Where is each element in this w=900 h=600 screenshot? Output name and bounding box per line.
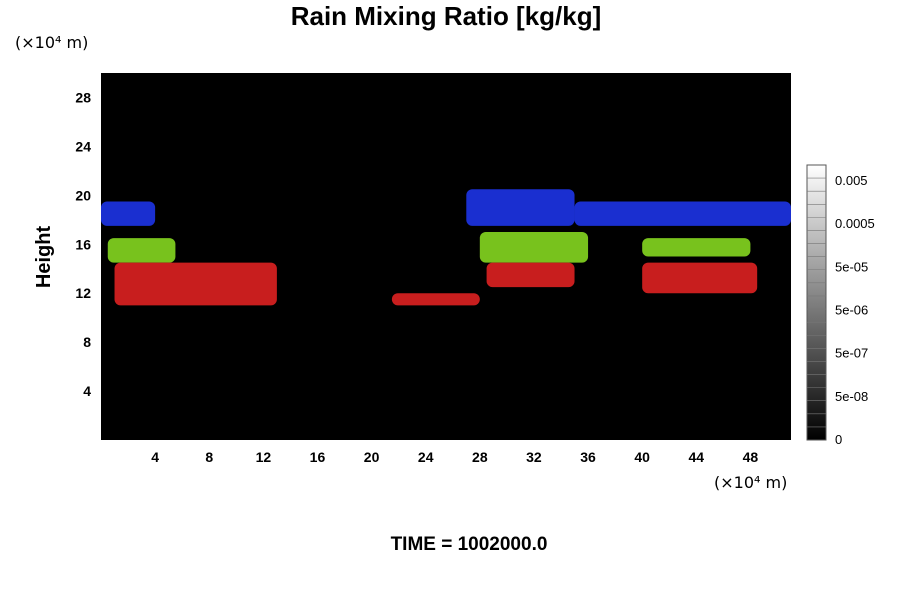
colorbar-tick-label: 5e-08: [835, 389, 868, 404]
y-unit-label: (×10⁴ m): [15, 33, 88, 52]
data-region-9: [391, 293, 480, 306]
x-unit-label: (×10⁴ m): [714, 473, 787, 492]
y-tick-label: 8: [83, 334, 91, 350]
x-tick-label: 16: [310, 449, 326, 465]
data-region-7: [486, 262, 575, 288]
data-region-0: [101, 201, 156, 226]
x-tick-label: 36: [580, 449, 596, 465]
colorbar-tick-label: 5e-07: [835, 346, 868, 361]
y-tick-label: 16: [75, 236, 91, 252]
y-tick-label: 12: [75, 285, 91, 301]
x-tick-label: 28: [472, 449, 488, 465]
x-tick-label: 44: [689, 449, 705, 465]
data-region-3: [107, 238, 176, 263]
time-label: TIME = 1002000.0: [391, 534, 548, 555]
x-tick-label: 24: [418, 449, 434, 465]
chart-title: Rain Mixing Ratio [kg/kg]: [291, 1, 602, 31]
data-region-8: [642, 262, 758, 294]
x-tick-label: 48: [743, 449, 759, 465]
y-tick-label: 20: [75, 187, 91, 203]
x-tick-label: 32: [526, 449, 542, 465]
data-regions: [101, 189, 791, 306]
colorbar-tick-label: 0.005: [835, 173, 868, 188]
x-axis-ticks: 4 8 12 16 20 24 28 32 36 40 44 48: [151, 449, 758, 465]
data-region-1: [466, 189, 575, 226]
data-region-5: [642, 238, 751, 257]
data-region-2: [574, 201, 791, 226]
x-tick-label: 4: [151, 449, 159, 465]
x-tick-label: 8: [205, 449, 213, 465]
y-tick-label: 28: [75, 89, 91, 105]
y-axis-label: Height: [33, 226, 55, 289]
x-tick-label: 20: [364, 449, 380, 465]
colorbar-tick-label: 0.0005: [835, 216, 875, 231]
colorbar: 0.005 0.0005 5e-05 5e-06 5e-07 5e-08 0: [806, 164, 875, 447]
colorbar-gradient: [806, 164, 827, 441]
colorbar-tick-label: 0: [835, 432, 842, 447]
x-tick-label: 40: [634, 449, 650, 465]
colorbar-tick-label: 5e-06: [835, 303, 868, 318]
data-region-6: [114, 262, 277, 306]
y-tick-label: 24: [75, 138, 91, 154]
colorbar-tick-label: 5e-05: [835, 259, 868, 274]
data-region-4: [479, 232, 589, 263]
y-tick-label: 4: [83, 383, 91, 399]
x-tick-label: 12: [256, 449, 272, 465]
y-axis-ticks: 4 8 12 16 20 24 28: [75, 89, 91, 399]
